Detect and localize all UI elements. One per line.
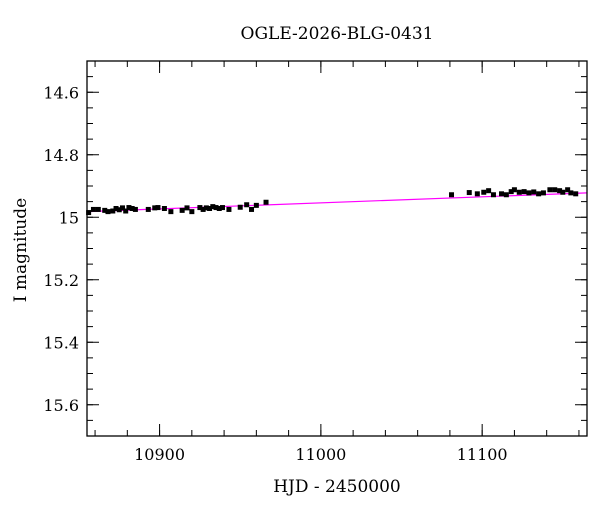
data-point [145, 206, 151, 212]
data-point [197, 205, 203, 211]
data-point [129, 206, 135, 211]
y-tick-label: 15.6 [43, 396, 79, 415]
x-tick-label: 11100 [457, 445, 508, 464]
data-point [105, 209, 111, 215]
data-point [560, 189, 566, 195]
chart-title: OGLE-2026-BLG-0431 [241, 24, 434, 44]
data-point [503, 192, 509, 198]
data-point [244, 202, 250, 208]
data-point [490, 192, 496, 198]
data-point [200, 206, 206, 212]
data-point [116, 207, 122, 213]
data-point [126, 205, 132, 211]
data-point [565, 187, 571, 193]
data-point [189, 209, 195, 215]
data-point [481, 189, 487, 195]
data-point [521, 189, 527, 195]
data-point [536, 191, 542, 197]
data-point [113, 206, 119, 211]
data-point [508, 189, 514, 195]
data-point [203, 205, 209, 211]
data-point [95, 206, 101, 212]
x-tick-label: 10900 [134, 445, 185, 464]
data-point [179, 207, 185, 213]
data-point [449, 192, 455, 198]
data-point [531, 189, 537, 195]
data-point [526, 190, 532, 196]
y-tick-label: 14.8 [43, 146, 79, 165]
data-point [511, 187, 517, 193]
data-points-layer [86, 187, 579, 216]
y-axis-label: I magnitude [11, 198, 31, 302]
plot-frame [86, 60, 588, 437]
data-point [499, 191, 505, 197]
data-point [552, 187, 558, 193]
data-point [152, 205, 158, 211]
data-point [213, 205, 219, 211]
y-tick-label: 15.2 [43, 271, 79, 290]
data-point [210, 204, 216, 210]
y-tick-label: 14.6 [43, 83, 79, 102]
y-tick-label: 15.4 [43, 333, 79, 352]
data-point [516, 189, 522, 195]
data-point [466, 190, 472, 196]
data-point [249, 206, 255, 212]
data-point [540, 190, 546, 196]
data-point [253, 202, 259, 208]
y-tick-label: 15 [59, 208, 79, 227]
data-point [119, 205, 125, 211]
data-point [486, 188, 492, 194]
data-point [90, 206, 96, 212]
data-point [263, 199, 269, 205]
data-point [207, 206, 213, 211]
tick-labels-layer: 10900 11000 11100 14.6 14.8 15 15.2 15.4 15.6 [43, 83, 507, 464]
data-point [110, 208, 116, 214]
data-point [102, 207, 108, 213]
data-point [132, 206, 138, 212]
data-point [573, 191, 579, 197]
ticks-layer [87, 60, 587, 437]
data-point [219, 205, 225, 211]
data-point [216, 206, 222, 211]
data-point [86, 210, 92, 216]
data-point [226, 206, 232, 212]
data-point [161, 206, 167, 211]
data-point [474, 191, 480, 197]
x-tick-label: 11000 [295, 445, 346, 464]
data-point [557, 188, 563, 194]
data-point [568, 190, 574, 196]
data-point [168, 209, 174, 215]
data-point [123, 208, 129, 214]
data-point [155, 205, 161, 211]
data-point [237, 204, 243, 210]
data-point [184, 205, 190, 211]
data-point [547, 187, 553, 193]
x-axis-label: HJD - 2450000 [273, 477, 401, 497]
